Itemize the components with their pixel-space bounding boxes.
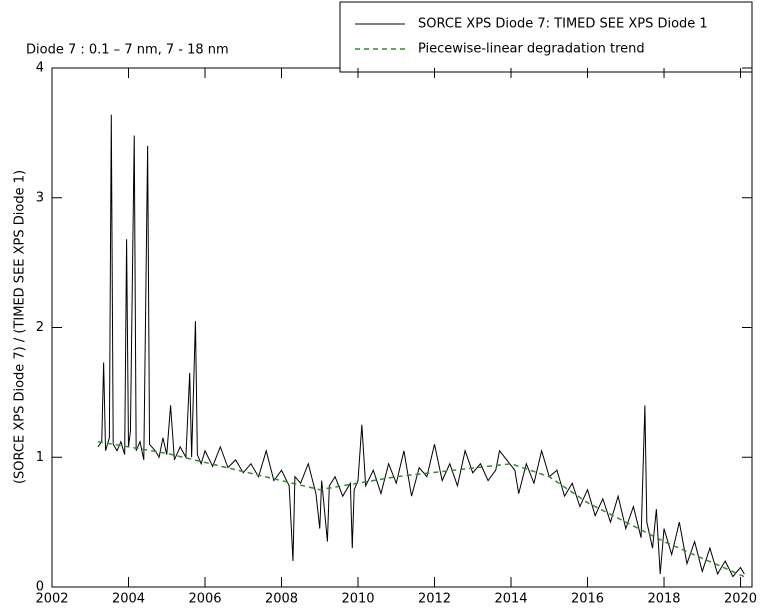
x-tick-label: 2014: [494, 592, 527, 607]
y-axis-label: (SORCE XPS Diode 7) / (TIMED SEE XPS Dio…: [13, 170, 28, 484]
x-tick-label: 2012: [418, 592, 451, 607]
x-tick-label: 2018: [647, 592, 680, 607]
legend-label: Piecewise-linear degradation trend: [418, 42, 645, 57]
x-tick-label: 2016: [571, 592, 604, 607]
data-line: [97, 114, 745, 578]
x-tick-label: 2002: [35, 592, 68, 607]
x-tick-label: 2006: [188, 592, 221, 607]
y-tick-label: 4: [36, 61, 44, 76]
y-tick-label: 3: [36, 190, 44, 205]
data-line: [97, 440, 745, 578]
chart-title: Diode 7 : 0.1 – 7 nm, 7 - 18 nm: [26, 43, 229, 58]
y-tick-label: 0: [36, 580, 44, 595]
legend: [339, 1, 753, 73]
y-tick-label: 1: [36, 450, 44, 465]
x-tick-label: 2004: [112, 592, 145, 607]
x-tick-label: 2020: [724, 592, 757, 607]
legend-label: SORCE XPS Diode 7: TIMED SEE XPS Diode 1: [418, 17, 708, 32]
x-tick-label: 2010: [341, 592, 374, 607]
x-tick-label: 2008: [265, 592, 298, 607]
y-tick-label: 2: [36, 320, 44, 335]
